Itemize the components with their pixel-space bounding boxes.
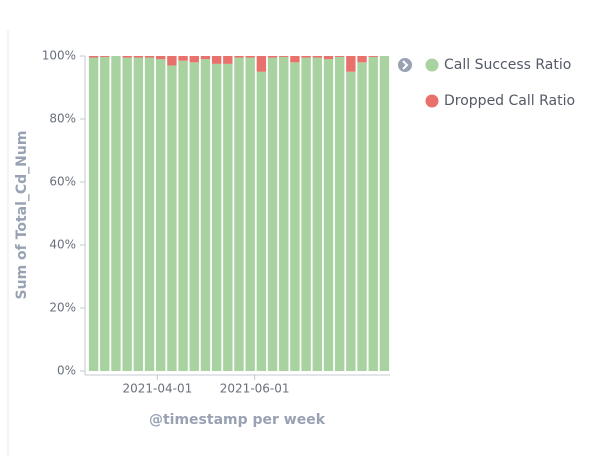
bar-segment — [133, 57, 144, 371]
y-tick-label: 100% — [42, 49, 76, 63]
bar-segment — [223, 63, 233, 371]
y-tick-label: 40% — [49, 238, 76, 252]
bar-segment — [88, 56, 99, 58]
legend-swatch — [425, 58, 439, 72]
bar-segment — [156, 59, 166, 372]
legend-toggle[interactable] — [398, 58, 412, 72]
x-tick-label: 2021-04-01 — [122, 382, 192, 396]
bar-segment — [144, 56, 155, 58]
bar-segment — [346, 56, 356, 72]
bar-segment — [290, 62, 300, 372]
legend-label: Call Success Ratio — [444, 57, 571, 73]
bar-segment — [379, 56, 390, 371]
bar-segment — [189, 56, 199, 63]
bar-segment — [156, 56, 166, 60]
bar-segment — [100, 56, 110, 57]
legend-toggle-arrow — [402, 60, 409, 70]
bar-segment — [167, 56, 177, 66]
bar-segment — [234, 56, 244, 58]
bar-segment — [200, 56, 211, 60]
bar-segment — [245, 56, 255, 58]
bar-segment — [279, 56, 289, 57]
bar-segment — [211, 56, 222, 64]
bar-segment — [178, 56, 188, 61]
y-axis-label: Sum of Total_Cd_Num — [14, 131, 30, 300]
bar-segment — [111, 56, 121, 371]
bar-segment — [245, 57, 255, 371]
x-axis-label: @timestamp per week — [149, 412, 326, 428]
bar-segment — [122, 56, 132, 58]
bar-segment — [301, 56, 311, 58]
bar-segment — [334, 56, 345, 371]
bar-segment — [189, 62, 199, 372]
bar-segment — [267, 57, 278, 371]
bar-segment — [267, 56, 278, 58]
bar-segment — [312, 56, 322, 58]
bar-segment — [234, 57, 244, 371]
bar-segment — [133, 56, 144, 58]
bar-segment — [200, 59, 211, 372]
bar-segment — [223, 56, 233, 64]
y-tick-label: 60% — [49, 175, 76, 189]
legend-swatch — [425, 94, 439, 108]
bar-segment — [279, 56, 289, 371]
bar-segment — [122, 57, 132, 371]
bar-segment — [312, 57, 322, 371]
bar-segment — [256, 56, 267, 72]
x-tick-label: 2021-06-01 — [220, 382, 290, 396]
bar-segment — [256, 71, 267, 371]
bar-segment — [211, 63, 222, 371]
bar-segment — [88, 57, 99, 371]
bar-segment — [323, 56, 334, 60]
bar-segment — [368, 56, 378, 57]
bar-segment — [144, 57, 155, 371]
bar-segment — [178, 60, 188, 371]
legend-label: Dropped Call Ratio — [444, 93, 575, 109]
bar-segment — [323, 59, 334, 372]
y-tick-label: 80% — [49, 112, 76, 126]
bar-segment — [357, 56, 367, 63]
bar-segment — [357, 62, 367, 372]
y-tick-label: 0% — [57, 364, 76, 378]
bar-segment — [301, 57, 311, 371]
bar-segment — [100, 56, 110, 371]
bar-segment — [346, 71, 356, 371]
bar-segment — [334, 56, 345, 57]
bar-segment — [290, 56, 300, 63]
bar-segment — [167, 65, 177, 371]
bar-segment — [368, 56, 378, 371]
y-tick-label: 20% — [49, 301, 76, 315]
